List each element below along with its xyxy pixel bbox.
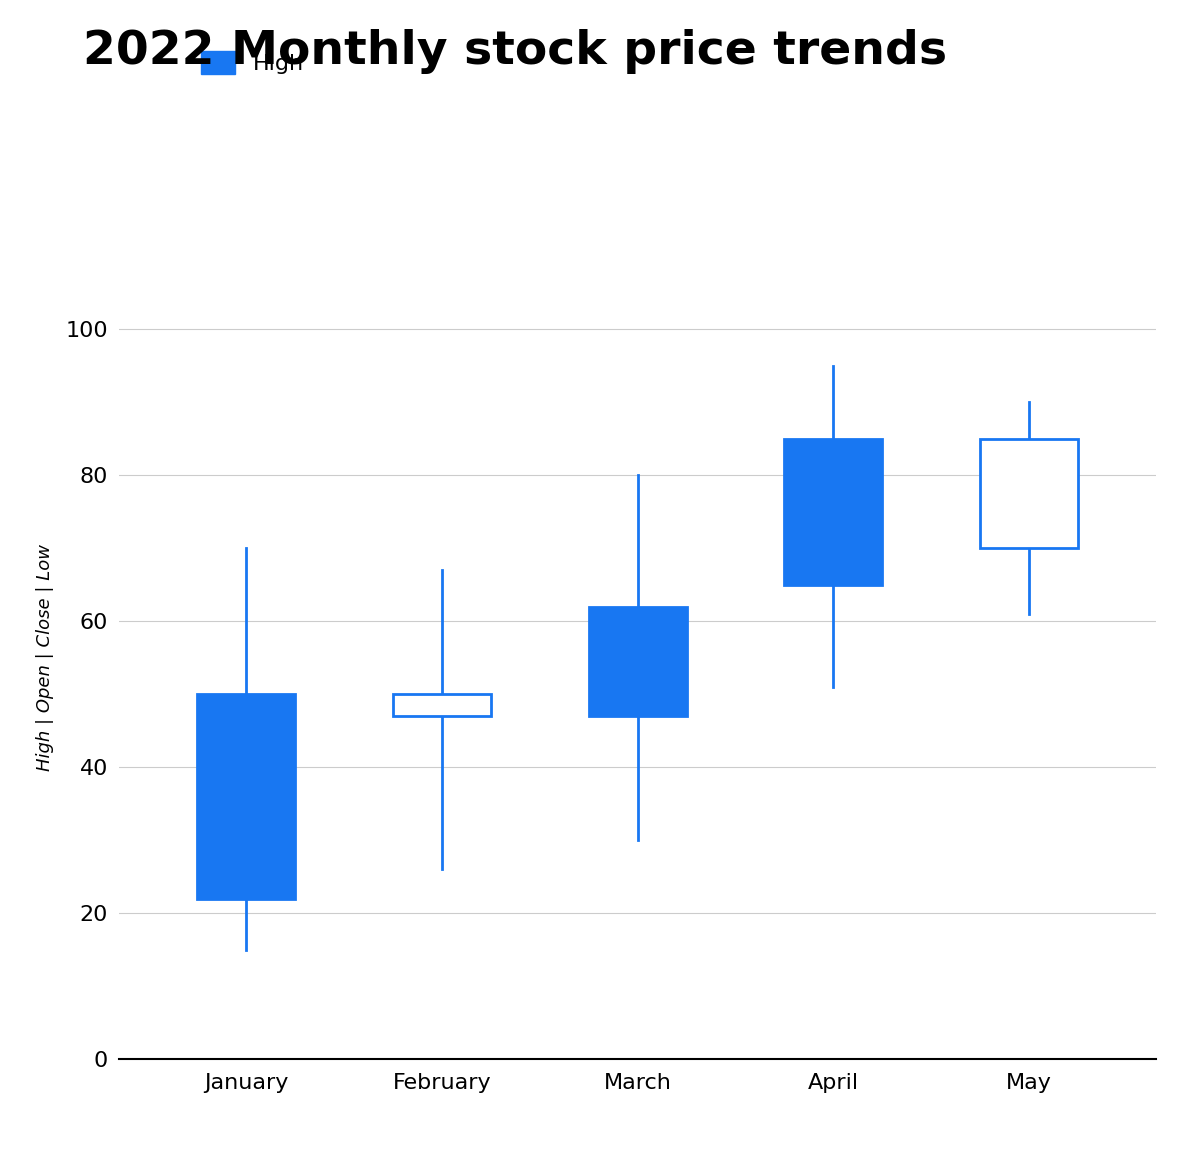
Bar xyxy=(784,439,882,584)
Bar xyxy=(393,694,491,716)
Y-axis label: High | Open | Close | Low: High | Open | Close | Low xyxy=(36,544,55,772)
Legend: High: High xyxy=(193,42,312,83)
Bar xyxy=(980,439,1078,548)
Text: 2022 Monthly stock price trends: 2022 Monthly stock price trends xyxy=(83,29,948,74)
Bar xyxy=(589,606,687,716)
Bar xyxy=(198,694,296,899)
